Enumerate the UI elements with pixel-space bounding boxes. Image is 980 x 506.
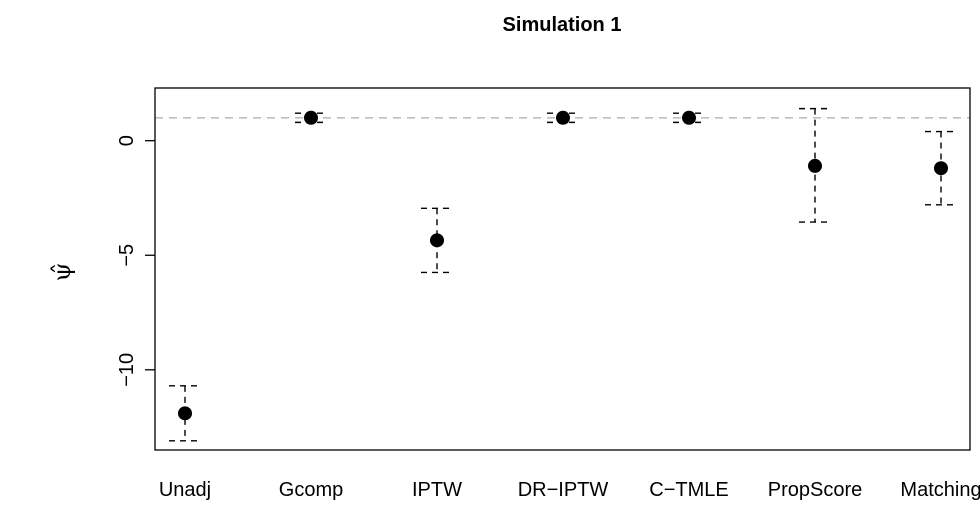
y-axis-label: ψ̂: [48, 263, 76, 282]
chart-title: Simulation 1: [503, 14, 622, 36]
y-tick-label: −10: [116, 353, 138, 387]
y-tick-label: −5: [116, 244, 138, 267]
plot-area: 0 −5 −10 Unadj Gcomp IPTW DR−IPTW C−TMLE PropSco…: [116, 87, 980, 501]
x-tick-label: Gcomp: [279, 479, 343, 501]
x-tick-label: Unadj: [159, 479, 211, 501]
y-tick-label: 0: [116, 135, 138, 146]
x-tick-label: C−TMLE: [649, 479, 728, 501]
data-point: [934, 161, 948, 176]
data-point: [808, 158, 822, 173]
data-point: [430, 233, 444, 248]
data-point: [682, 110, 696, 125]
data-point: [178, 406, 192, 421]
x-tick-label: IPTW: [412, 479, 462, 501]
data-point: [556, 110, 570, 125]
x-tick-label: DR−IPTW: [518, 479, 609, 501]
plot-frame: [154, 87, 971, 451]
x-tick-label: Matching: [900, 479, 980, 501]
data-point: [304, 110, 318, 125]
x-tick-label: PropScore: [768, 479, 863, 501]
